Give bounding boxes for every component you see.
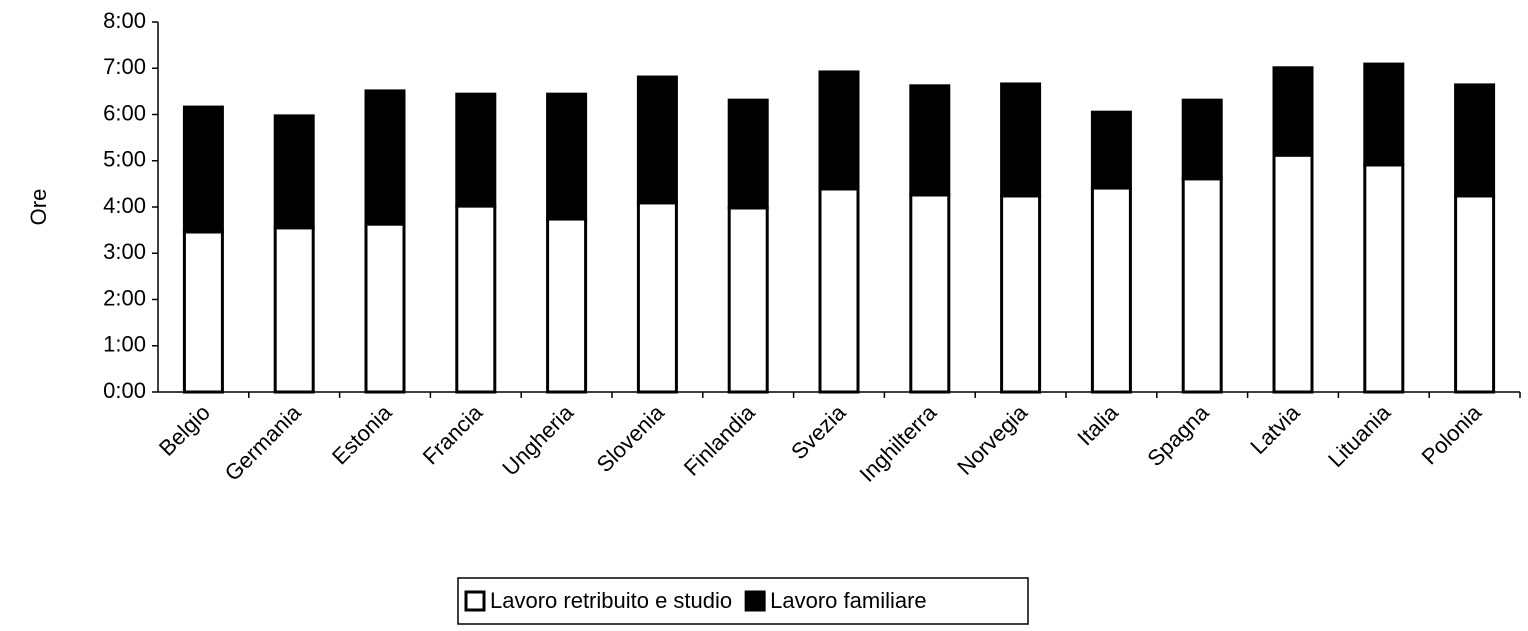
bar-segment [1181, 177, 1223, 394]
y-tick-label: 4:00 [103, 193, 146, 218]
x-tick-label: Spagna [1142, 399, 1214, 471]
y-tick-label: 7:00 [103, 54, 146, 79]
x-tick-label: Lituania [1323, 399, 1396, 472]
bar-segment [1272, 153, 1314, 394]
bar-segment [546, 92, 588, 221]
bar-segment [182, 230, 224, 394]
bar-segment [1454, 83, 1496, 198]
bar-segment [1363, 62, 1405, 167]
x-tick-label: Slovenia [592, 399, 670, 477]
bar-segment [909, 84, 951, 197]
x-tick-label: Estonia [327, 399, 397, 469]
bar-segment [1090, 110, 1132, 190]
y-tick-label: 0:00 [103, 378, 146, 403]
bar-segment [364, 89, 406, 226]
x-tick-label: Italia [1072, 399, 1123, 450]
bar-segment [1000, 194, 1042, 394]
bar-segment [1454, 194, 1496, 394]
x-tick-label: Polonia [1417, 399, 1487, 469]
bar-segment [273, 114, 315, 230]
x-tick-label: Inghilterra [854, 399, 941, 486]
legend-label: Lavoro familiare [770, 588, 927, 613]
y-tick-label: 5:00 [103, 147, 146, 172]
bar-segment [455, 92, 497, 208]
bar-segment [636, 75, 678, 205]
bar-segment [818, 70, 860, 191]
x-tick-label: Latvia [1245, 399, 1305, 459]
bar-segment [909, 193, 951, 394]
x-tick-label: Norvegia [952, 399, 1032, 479]
bar-segment [1272, 66, 1314, 157]
bar-segment [727, 206, 769, 394]
y-tick-label: 6:00 [103, 100, 146, 125]
x-tick-label: Finlandia [679, 399, 760, 480]
legend-box [457, 577, 1029, 625]
y-tick-label: 8:00 [103, 8, 146, 33]
bar-segment [1181, 98, 1223, 181]
bar-segment [818, 187, 860, 394]
bar-segment [455, 204, 497, 394]
x-tick-label: Francia [418, 399, 488, 469]
y-tick-label: 2:00 [103, 285, 146, 310]
bar-segment [273, 226, 315, 394]
bar-segment [1363, 163, 1405, 394]
legend-label: Lavoro retribuito e studio [490, 588, 732, 613]
y-tick-label: 3:00 [103, 239, 146, 264]
bar-segment [1090, 186, 1132, 394]
x-tick-label: Germania [220, 399, 307, 486]
x-tick-label: Ungheria [497, 399, 578, 480]
bar-segment [546, 217, 588, 394]
bar-segment [182, 105, 224, 234]
bar-segment [636, 201, 678, 394]
legend-swatch [464, 590, 486, 612]
bar-segment [1000, 82, 1042, 198]
bar-segment [727, 98, 769, 210]
y-axis-label: Ore [26, 189, 51, 226]
bar-segment [364, 222, 406, 394]
y-tick-label: 1:00 [103, 332, 146, 357]
x-tick-label: Svezia [786, 399, 851, 464]
legend-swatch [744, 590, 766, 612]
x-tick-label: Belgio [154, 400, 215, 461]
